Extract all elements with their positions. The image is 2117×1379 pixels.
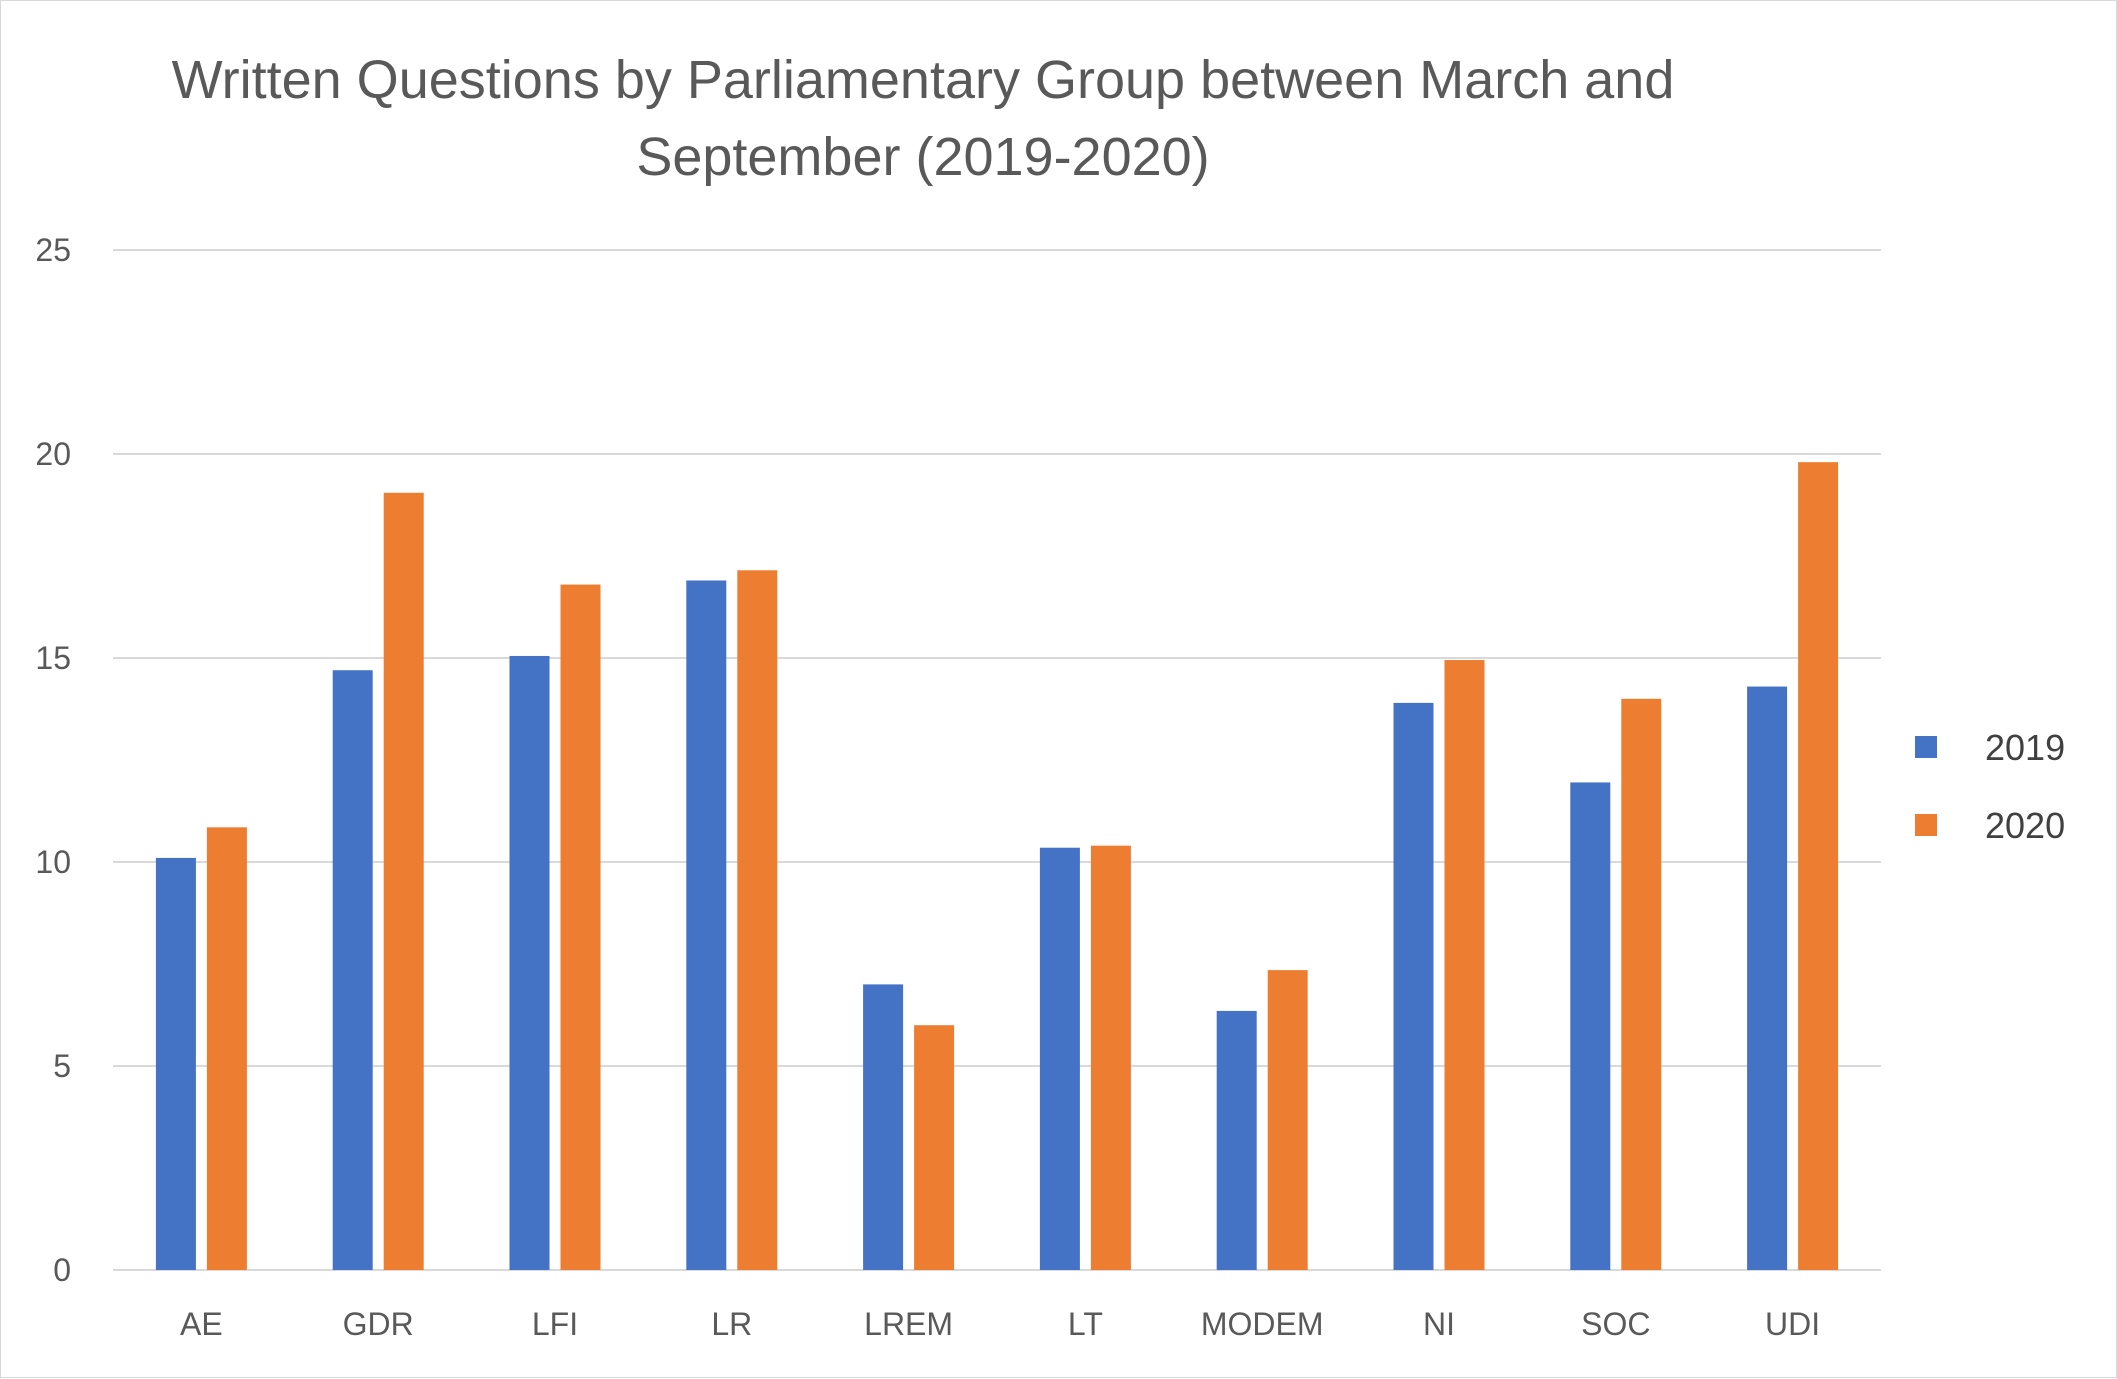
y-axis-ticks: 0 5 10 15 20 25 [35,232,71,1288]
x-tick-label: LR [711,1306,752,1342]
bar-2019-lt [1039,847,1080,1270]
chart-title-line-2: September (2019-2020) [636,127,1209,187]
bar-2020-lt [1090,845,1131,1270]
legend: 2019 2020 [1915,727,2065,846]
bar-2020-lrem [914,1025,955,1270]
bar-2020-gdr [383,492,424,1270]
bar-2019-modem [1216,1010,1257,1270]
legend-swatch-2020 [1915,814,1937,836]
legend-label-2020: 2020 [1985,805,2065,846]
bar-2019-lrem [863,984,904,1270]
y-tick-label: 20 [35,436,71,472]
chart-title: Written Questions by Parliamentary Group… [172,50,1675,187]
chart-title-line-1: Written Questions by Parliamentary Group… [172,50,1675,110]
x-tick-label: LT [1068,1306,1103,1342]
bar-2020-ni [1444,660,1485,1270]
x-tick-label: GDR [343,1306,414,1342]
x-tick-label: LFI [532,1306,578,1342]
bar-2019-soc [1570,782,1611,1270]
bar-2019-gdr [332,670,373,1270]
bar-2020-soc [1621,698,1662,1270]
y-tick-label: 25 [35,232,71,268]
bar-2019-lfi [509,655,550,1270]
bar-2019-ae [155,857,196,1270]
x-axis-ticks: AE GDR LFI LR LREM LT MODEM NI SOC UDI [180,1306,1820,1342]
bar-2019-udi [1747,686,1788,1270]
y-tick-label: 15 [35,640,71,676]
bar-2020-lfi [560,584,601,1270]
bar-2020-lr [737,570,778,1270]
bar-2020-udi [1798,462,1839,1270]
x-tick-label: UDI [1765,1306,1820,1342]
legend-swatch-2019 [1915,736,1937,758]
legend-label-2019: 2019 [1985,727,2065,768]
x-tick-label: SOC [1581,1306,1650,1342]
y-tick-label: 10 [35,844,71,880]
x-tick-label: AE [180,1306,223,1342]
bar-2019-lr [686,580,727,1270]
bar-2019-ni [1393,702,1434,1270]
x-tick-label: NI [1423,1306,1455,1342]
bar-2020-ae [206,827,247,1270]
x-tick-label: LREM [864,1306,953,1342]
gridlines [113,249,1881,1271]
x-tick-label: MODEM [1201,1306,1324,1342]
y-tick-label: 0 [53,1252,71,1288]
y-tick-label: 5 [53,1048,71,1084]
bar-2020-modem [1267,970,1308,1270]
bars [155,462,1839,1270]
